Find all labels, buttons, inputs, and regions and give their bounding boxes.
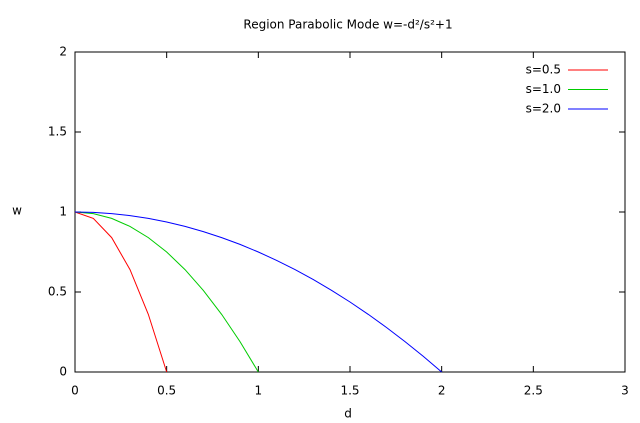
x-tick-label: 0: [71, 384, 79, 398]
chart-title: Region Parabolic Mode w=-d²/s²+1: [243, 18, 452, 32]
x-tick-label: 2.5: [524, 384, 543, 398]
x-tick-label: 2: [438, 384, 446, 398]
y-tick-label: 1.5: [48, 125, 67, 139]
x-tick-label: 1: [255, 384, 263, 398]
x-tick-label: 3: [621, 384, 629, 398]
y-tick-label: 0.5: [48, 285, 67, 299]
legend-label: s=2.0: [526, 102, 561, 116]
y-axis-label: w: [12, 204, 22, 218]
x-tick-label: 1.5: [340, 384, 359, 398]
y-tick-label: 2: [59, 45, 67, 59]
plot-border: [74, 51, 626, 373]
series-line: [74, 211, 442, 373]
legend-label: s=0.5: [526, 63, 561, 77]
series-line: [74, 211, 168, 373]
x-tick-label: 0.5: [157, 384, 176, 398]
x-axis-label: d: [344, 407, 352, 421]
y-tick-label: 1: [59, 205, 67, 219]
legend-label: s=1.0: [526, 82, 561, 96]
series-line: [74, 211, 259, 373]
y-tick-label: 0: [59, 365, 67, 379]
